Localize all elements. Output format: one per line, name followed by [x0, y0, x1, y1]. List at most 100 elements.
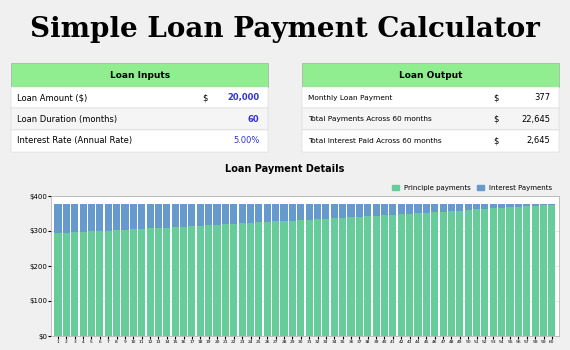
Bar — [498, 208, 505, 336]
Bar — [448, 211, 455, 336]
Bar — [302, 108, 559, 130]
Bar — [381, 215, 388, 336]
Bar — [548, 205, 555, 336]
Bar — [11, 63, 268, 87]
Bar — [406, 214, 413, 336]
Text: $: $ — [493, 93, 499, 102]
Bar — [230, 204, 237, 224]
Bar — [515, 204, 522, 207]
Text: 22,645: 22,645 — [521, 115, 550, 124]
Bar — [96, 231, 103, 336]
Bar — [507, 207, 514, 336]
Bar — [523, 204, 530, 206]
Bar — [239, 223, 246, 336]
Bar — [289, 220, 296, 336]
Bar — [11, 108, 268, 130]
Bar — [96, 204, 103, 231]
Bar — [222, 224, 229, 336]
Bar — [331, 218, 338, 336]
Bar — [172, 227, 179, 336]
Bar — [105, 204, 112, 231]
Bar — [63, 233, 70, 336]
Bar — [456, 204, 463, 210]
Bar — [490, 204, 497, 208]
Bar — [448, 204, 455, 211]
Bar — [205, 204, 212, 225]
Bar — [507, 204, 514, 207]
Bar — [297, 204, 304, 220]
Bar — [414, 204, 422, 213]
Bar — [230, 224, 237, 336]
Bar — [302, 63, 559, 87]
Bar — [272, 222, 279, 336]
Bar — [423, 212, 430, 336]
Bar — [180, 204, 187, 226]
Bar — [465, 210, 472, 336]
Bar — [180, 226, 187, 336]
Bar — [255, 204, 262, 223]
Bar — [389, 215, 396, 336]
Bar — [105, 231, 112, 336]
Bar — [373, 216, 380, 336]
Bar — [515, 207, 522, 336]
Bar — [88, 231, 95, 336]
Bar — [439, 211, 447, 336]
Text: 377: 377 — [534, 93, 550, 102]
Bar — [331, 204, 338, 218]
Text: Loan Payment Details: Loan Payment Details — [225, 164, 345, 174]
Text: Simple Loan Payment Calculator: Simple Loan Payment Calculator — [30, 16, 540, 43]
Text: Total Interest Paid Across 60 months: Total Interest Paid Across 60 months — [308, 138, 441, 144]
Bar — [272, 204, 279, 222]
Bar — [498, 204, 505, 208]
Bar — [222, 204, 229, 224]
Bar — [398, 214, 405, 336]
Bar — [55, 204, 62, 233]
Bar — [188, 226, 196, 336]
Text: $: $ — [202, 93, 208, 102]
Bar — [406, 204, 413, 214]
Bar — [532, 206, 539, 336]
Bar — [146, 204, 154, 229]
Bar — [11, 87, 268, 108]
Bar — [197, 226, 204, 336]
Bar — [456, 210, 463, 336]
Bar — [348, 204, 355, 217]
Bar — [381, 204, 388, 215]
Text: $: $ — [493, 115, 499, 124]
Text: Interest Rate (Annual Rate): Interest Rate (Annual Rate) — [17, 136, 132, 146]
Bar — [113, 230, 120, 336]
Text: 20,000: 20,000 — [227, 93, 259, 102]
Bar — [255, 223, 262, 336]
Bar — [71, 204, 78, 232]
Bar — [130, 204, 137, 229]
Bar — [138, 229, 145, 336]
Bar — [322, 204, 329, 219]
Bar — [121, 204, 128, 230]
Bar — [264, 204, 271, 222]
Bar — [302, 130, 559, 152]
Bar — [465, 204, 472, 210]
Bar — [306, 219, 313, 336]
Bar — [121, 230, 128, 336]
Bar — [473, 209, 480, 336]
Bar — [532, 204, 539, 206]
Text: Loan Amount ($): Loan Amount ($) — [17, 93, 87, 102]
Bar — [302, 87, 559, 108]
Bar — [364, 204, 371, 216]
Bar — [540, 205, 547, 336]
Bar — [63, 204, 70, 233]
Bar — [172, 204, 179, 227]
Bar — [414, 213, 422, 336]
Bar — [188, 204, 196, 226]
Bar — [482, 209, 488, 336]
Bar — [297, 220, 304, 336]
Bar — [364, 216, 371, 336]
Bar — [431, 204, 438, 212]
Bar — [80, 232, 87, 336]
Bar — [55, 233, 62, 336]
Bar — [373, 204, 380, 216]
Bar — [205, 225, 212, 336]
Bar — [356, 217, 363, 336]
Text: Loan Output: Loan Output — [398, 71, 462, 80]
Text: Loan Inputs: Loan Inputs — [109, 71, 170, 80]
